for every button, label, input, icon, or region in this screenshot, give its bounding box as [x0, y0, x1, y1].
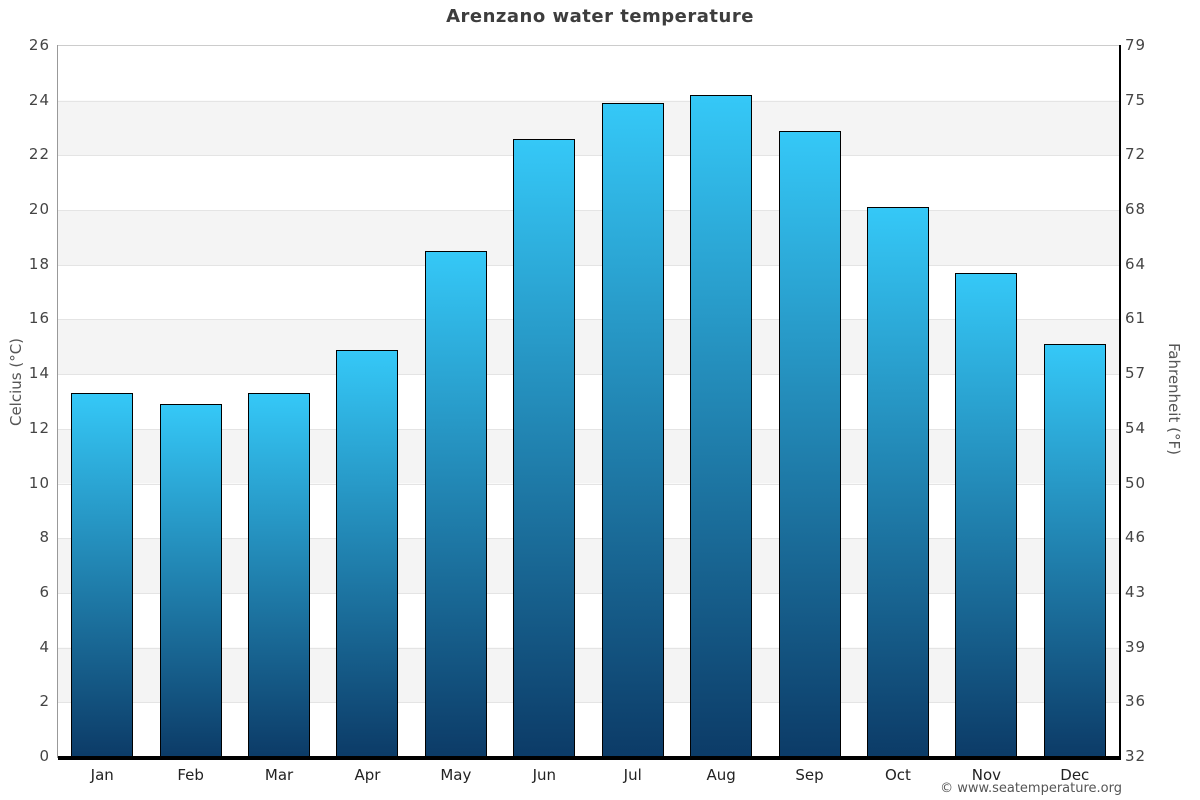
ytick-fahrenheit-68: 68: [1125, 200, 1147, 219]
gridline-10c: [58, 483, 1119, 485]
xlabel-dec: Dec: [1060, 766, 1090, 784]
bar-feb: [159, 404, 222, 757]
xlabel-oct: Oct: [884, 766, 911, 784]
bar-apr: [336, 349, 399, 757]
bottom-axis-line: [58, 756, 1121, 760]
xlabel-feb: Feb: [177, 766, 204, 784]
ytick-celsius-14: 14: [28, 364, 50, 383]
xlabel-apr: Apr: [354, 766, 381, 784]
bar-jul: [601, 103, 664, 757]
ytick-celsius-12: 12: [28, 418, 50, 437]
xlabel-may: May: [440, 766, 472, 784]
chart-title: Arenzano water temperature: [446, 6, 754, 27]
ytick-fahrenheit-36: 36: [1125, 692, 1147, 711]
y-axis-title-celsius: Celcius (°C): [7, 337, 25, 427]
xlabel-jul: Jul: [623, 766, 642, 784]
ytick-celsius-16: 16: [28, 309, 50, 328]
ytick-fahrenheit-64: 64: [1125, 254, 1147, 273]
ytick-fahrenheit-46: 46: [1125, 528, 1147, 547]
ytick-fahrenheit-32: 32: [1125, 747, 1147, 765]
bar-may: [424, 251, 487, 757]
bar-nov: [955, 272, 1018, 757]
xlabel-jan: Jan: [90, 766, 114, 784]
ytick-celsius-8: 8: [39, 528, 50, 547]
ytick-celsius-18: 18: [28, 254, 50, 273]
gridline-4c: [58, 647, 1119, 649]
gridline-18c: [58, 264, 1119, 266]
xlabel-nov: Nov: [971, 766, 1001, 784]
ytick-fahrenheit-39: 39: [1125, 637, 1147, 656]
gridline-2c: [58, 702, 1119, 704]
gridline-16c: [58, 319, 1119, 321]
bar-mar: [248, 393, 311, 757]
bar-jan: [71, 393, 134, 757]
right-axis-line: [1119, 45, 1121, 758]
bar-sep: [778, 130, 841, 757]
bar-aug: [690, 95, 753, 757]
ytick-celsius-0: 0: [39, 747, 50, 765]
left-axis-line: [57, 45, 58, 758]
gridline-22c: [58, 155, 1119, 157]
gridline-8c: [58, 538, 1119, 540]
ytick-fahrenheit-54: 54: [1125, 418, 1147, 437]
gridline-20c: [58, 210, 1119, 212]
y-axis-title-fahrenheit: Fahrenheit (°F): [1165, 343, 1183, 455]
gridline-14c: [58, 374, 1119, 376]
plot-area: [58, 45, 1119, 757]
ytick-celsius-10: 10: [28, 473, 50, 492]
ytick-celsius-4: 4: [39, 637, 50, 656]
ytick-fahrenheit-72: 72: [1125, 145, 1147, 164]
ytick-fahrenheit-43: 43: [1125, 582, 1147, 601]
ytick-celsius-6: 6: [39, 582, 50, 601]
ytick-fahrenheit-61: 61: [1125, 309, 1147, 328]
xlabel-sep: Sep: [795, 766, 824, 784]
ytick-fahrenheit-79: 79: [1125, 36, 1147, 54]
gridline-24c: [58, 100, 1119, 102]
xlabel-aug: Aug: [706, 766, 736, 784]
ytick-fahrenheit-50: 50: [1125, 473, 1147, 492]
bar-dec: [1043, 344, 1106, 757]
gridline-6c: [58, 592, 1119, 594]
xlabel-jun: Jun: [532, 766, 556, 784]
gridline-12c: [58, 428, 1119, 430]
ytick-celsius-26: 26: [28, 36, 50, 54]
ytick-fahrenheit-75: 75: [1125, 90, 1147, 109]
bar-jun: [513, 138, 576, 757]
ytick-fahrenheit-57: 57: [1125, 364, 1147, 383]
ytick-celsius-20: 20: [28, 200, 50, 219]
bar-oct: [866, 207, 929, 757]
ytick-celsius-24: 24: [28, 90, 50, 109]
xlabel-mar: Mar: [264, 766, 294, 784]
ytick-celsius-2: 2: [39, 692, 50, 711]
copyright-footer: © www.seatemperature.org: [940, 781, 1122, 796]
ytick-celsius-22: 22: [28, 145, 50, 164]
